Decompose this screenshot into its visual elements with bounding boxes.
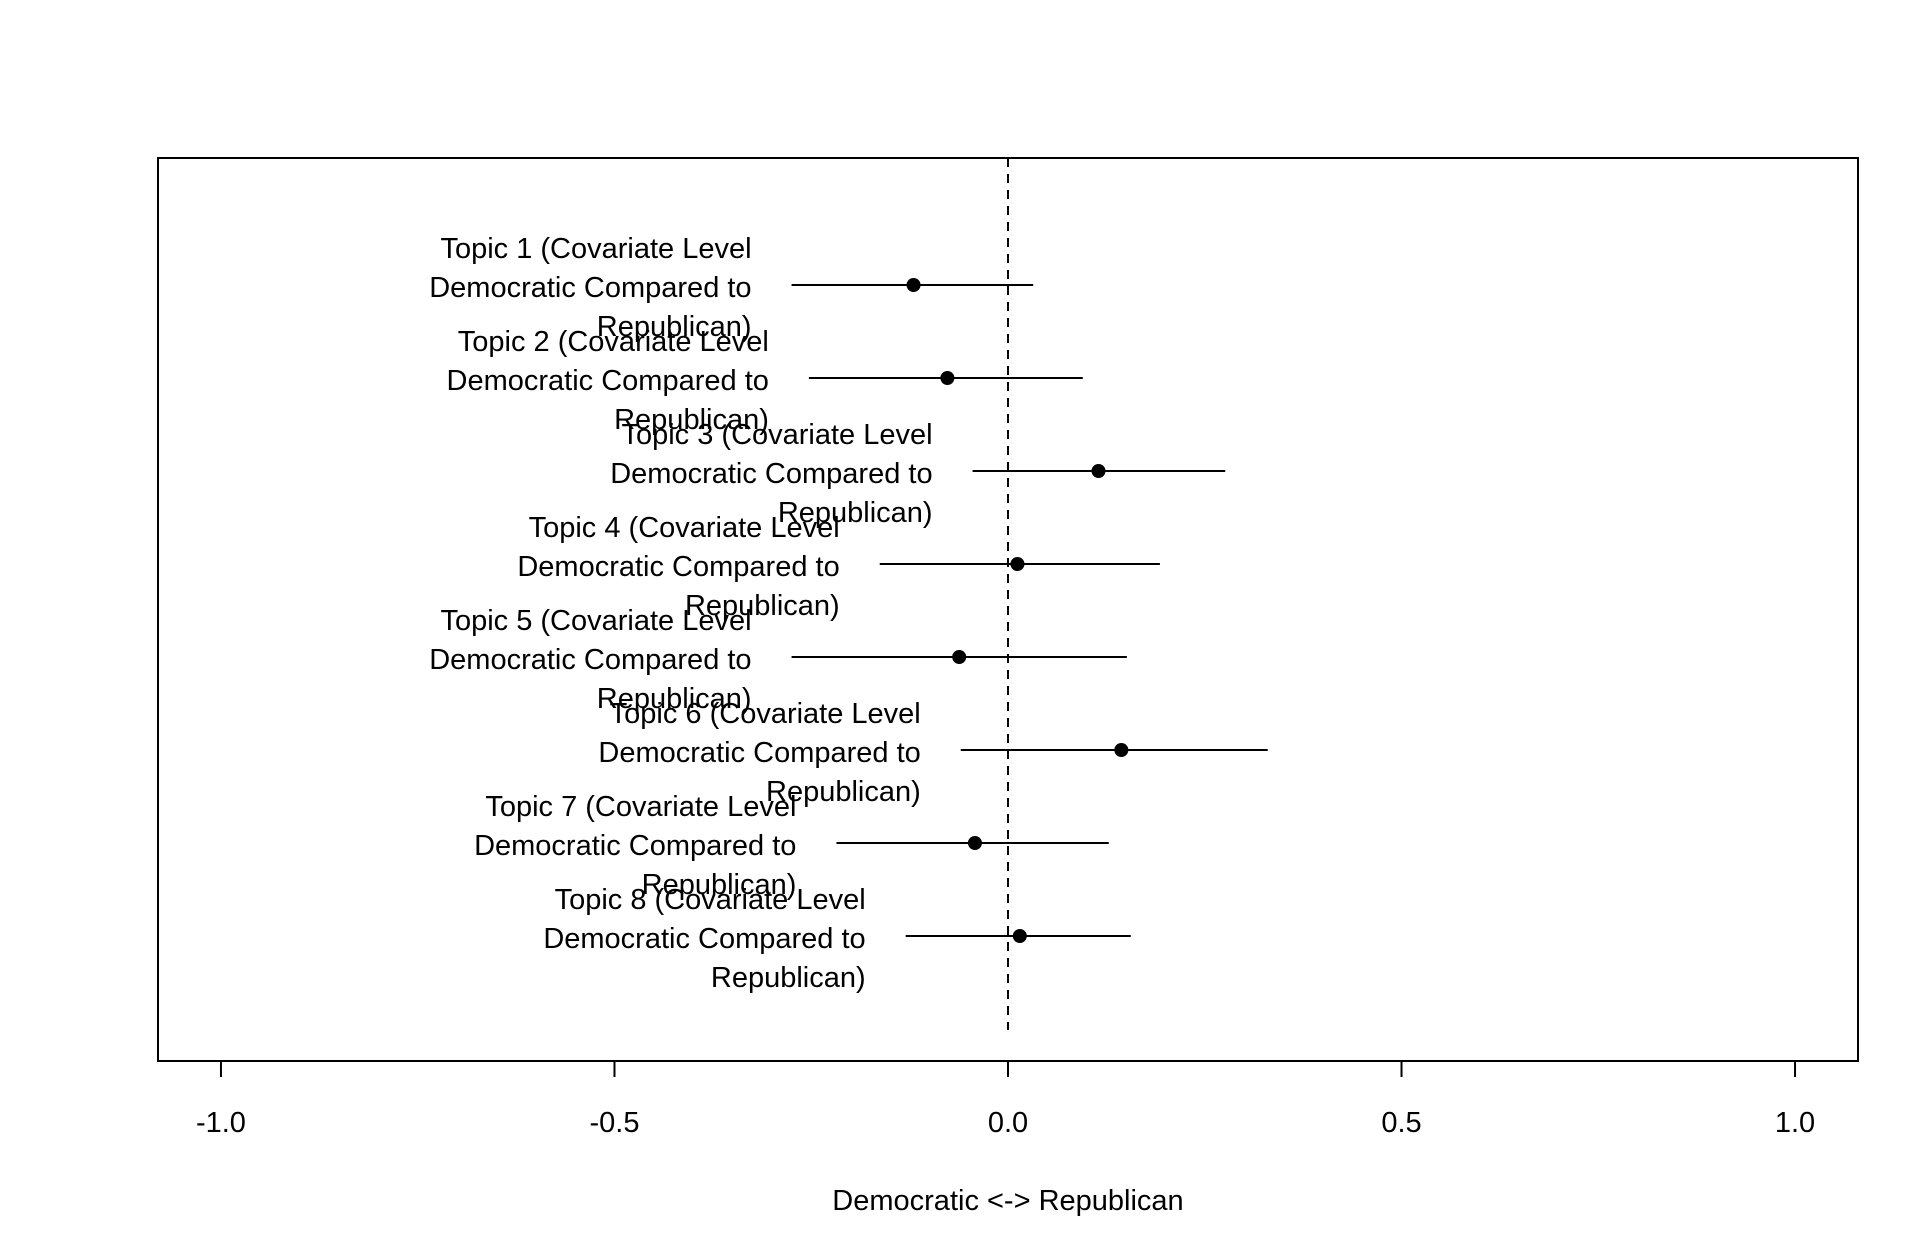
topic-estimate-8: Topic 8 (Covariate Level Democratic Compa… [543,884,1131,994]
topic-label-line: Topic 2 (Covariate Level [458,326,769,358]
topic-label-line: Democratic Compared to [429,644,751,676]
topic-estimates: Topic 1 (Covariate Level Democratic Compa… [429,233,1268,994]
x-tick-label: 1.0 [1775,1107,1815,1139]
topic-label-line: Topic 6 (Covariate Level [610,698,921,730]
topic-label-line: Republican) [597,311,752,343]
x-tick-label: 0.5 [1381,1107,1421,1139]
topic-label-line: Republican) [778,497,933,529]
topic-label-line: Topic 8 (Covariate Level [555,884,866,916]
topic-label-line: Republican) [642,869,797,901]
topic-label-line: Topic 7 (Covariate Level [485,791,796,823]
x-tick-label: 0.0 [988,1107,1028,1139]
topic-label-line: Republican) [685,590,840,622]
topic-estimate-6: Topic 6 (Covariate Level Democratic Compa… [598,698,1268,808]
x-axis-title: Democratic <-> Republican [832,1185,1183,1217]
point-estimate [1091,464,1106,478]
topic-label-line: Republican) [766,776,921,808]
topic-label-line: Democratic Compared to [543,923,865,955]
topic-label-line: Democratic Compared to [517,551,839,583]
topic-estimate-2: Topic 2 (Covariate Level Democratic Compa… [447,326,1083,436]
x-tick-label: -1.0 [196,1107,246,1139]
topic-estimate-3: Topic 3 (Covariate Level Democratic Compa… [610,419,1226,529]
point-estimate [940,371,955,385]
topic-label-line: Topic 3 (Covariate Level [621,419,932,451]
point-estimate [1012,929,1027,943]
topic-estimate-5: Topic 5 (Covariate Level Democratic Compa… [429,605,1127,715]
point-estimate [1114,743,1129,757]
topic-label-line: Democratic Compared to [598,737,920,769]
x-axis-ticks: -1.0 -0.5 0.0 0.5 1.0 [196,1061,1815,1139]
topic-label-line: Democratic Compared to [429,272,751,304]
topic-label-line: Democratic Compared to [474,830,796,862]
topic-label-line: Republican) [597,683,752,715]
point-estimate [952,650,967,664]
topic-estimate-7: Topic 7 (Covariate Level Democratic Compa… [474,791,1109,901]
topic-estimate-4: Topic 4 (Covariate Level Democratic Compa… [517,512,1160,622]
topic-estimate-1: Topic 1 (Covariate Level Democratic Compa… [429,233,1034,343]
topic-label-line: Democratic Compared to [447,365,769,397]
point-estimate [1010,557,1025,571]
topic-label-line: Republican) [614,404,769,436]
topic-label-line: Topic 4 (Covariate Level [529,512,840,544]
point-estimate [967,836,982,850]
x-tick-label: -0.5 [589,1107,639,1139]
topic-label-line: Topic 5 (Covariate Level [440,605,751,637]
point-estimate [906,278,921,292]
topic-label-line: Republican) [711,962,866,994]
topic-label-line: Topic 1 (Covariate Level [440,233,751,265]
topic-label-line: Democratic Compared to [610,458,932,490]
